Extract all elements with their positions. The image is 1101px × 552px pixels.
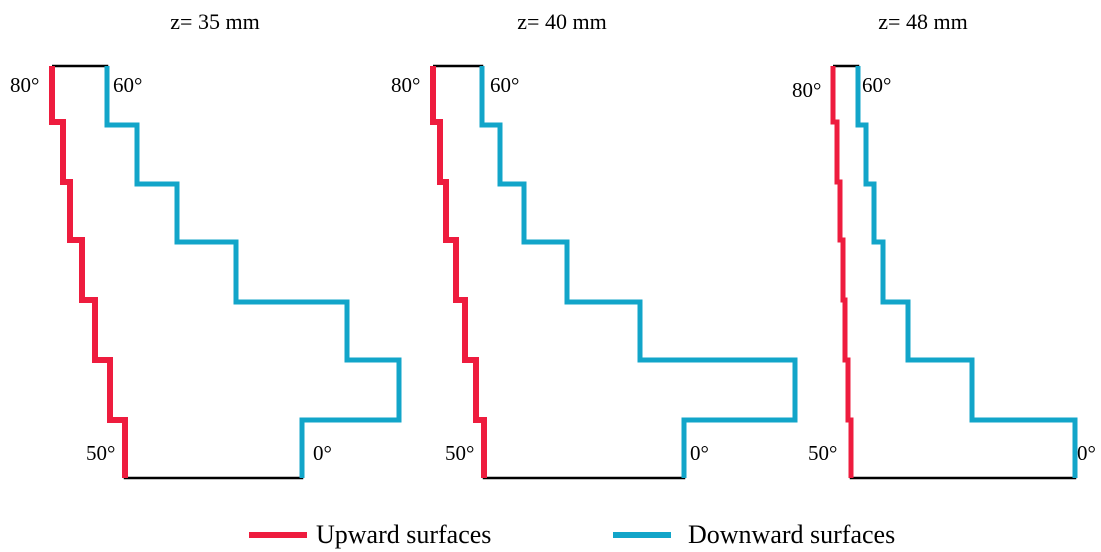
angle-label-bottom-right: 0°: [313, 441, 332, 465]
legend-item-downward: Downward surfaces: [613, 520, 895, 549]
outline-path: [50, 64, 401, 480]
angle-label-top-right: 60°: [113, 73, 142, 97]
angle-label-bottom-right: 0°: [690, 441, 709, 465]
panel-title: z= 48 mm: [878, 9, 967, 34]
angle-label-bottom-left: 50°: [86, 441, 115, 465]
upward-surface-line: [49, 66, 128, 478]
panel-z35: z= 35 mm 80° 60° 50° 0°: [10, 9, 402, 480]
panel-z48: z= 48 mm 80° 60° 50° 0°: [792, 9, 1096, 480]
downward-surface-line: [855, 66, 1078, 478]
upward-surface-line: [430, 66, 487, 478]
angle-label-top-left: 80°: [792, 78, 821, 102]
downward-surface-line: [479, 66, 798, 478]
angle-label-bottom-left: 50°: [445, 441, 474, 465]
legend-label-downward: Downward surfaces: [688, 520, 895, 549]
legend-label-upward: Upward surfaces: [316, 520, 491, 549]
angle-label-top-left: 80°: [10, 73, 39, 97]
outline-path: [831, 64, 1077, 480]
angle-label-bottom-right: 0°: [1077, 441, 1096, 465]
legend-item-upward: Upward surfaces: [249, 520, 491, 549]
angle-label-bottom-left: 50°: [808, 441, 837, 465]
angle-label-top-right: 60°: [490, 73, 519, 97]
legend: Upward surfaces Downward surfaces: [249, 520, 895, 549]
panel-title: z= 35 mm: [170, 9, 259, 34]
panel-z40: z= 40 mm 80° 60° 50° 0°: [391, 9, 798, 480]
panel-title: z= 40 mm: [517, 9, 606, 34]
angle-label-top-left: 80°: [391, 73, 420, 97]
outline-path: [431, 64, 797, 480]
upward-surface-line: [830, 66, 854, 478]
angle-label-top-right: 60°: [862, 73, 891, 97]
downward-surface-line: [104, 66, 402, 478]
